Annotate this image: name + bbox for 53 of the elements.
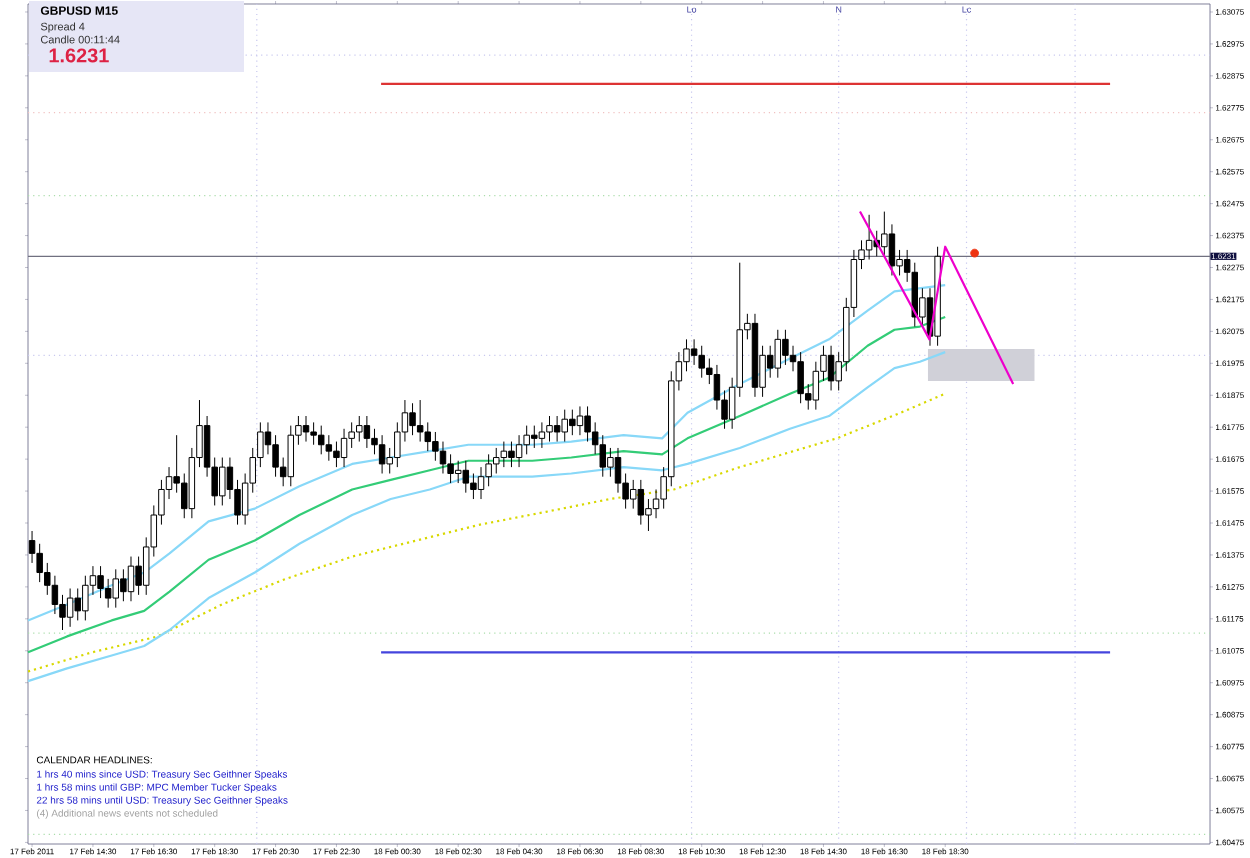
candlestick bbox=[219, 457, 226, 506]
candlestick bbox=[865, 214, 873, 261]
candlestick bbox=[287, 425, 295, 487]
candlestick bbox=[74, 587, 81, 621]
candlestick bbox=[774, 329, 782, 379]
candlestick bbox=[888, 223, 896, 276]
candlestick bbox=[584, 405, 591, 443]
candlestick bbox=[546, 415, 553, 443]
line-series bbox=[858, 210, 1015, 386]
candlestick bbox=[698, 345, 705, 379]
candlestick bbox=[690, 338, 698, 366]
candlestick bbox=[66, 587, 74, 628]
candlestick bbox=[112, 568, 119, 609]
candlestick bbox=[104, 578, 112, 609]
candlestick bbox=[310, 421, 317, 446]
candlestick bbox=[120, 568, 127, 602]
annotation: 1.6231 bbox=[49, 48, 109, 63]
candlestick bbox=[127, 556, 135, 602]
candlestick bbox=[629, 479, 637, 510]
line-series bbox=[26, 392, 947, 673]
candlestick bbox=[97, 565, 104, 599]
candlestick bbox=[782, 329, 789, 366]
candlestick bbox=[317, 425, 325, 455]
candlestick bbox=[812, 361, 820, 411]
candlestick bbox=[493, 447, 500, 474]
candlestick bbox=[797, 351, 804, 404]
candlestick bbox=[470, 473, 477, 500]
candlestick bbox=[553, 415, 561, 443]
candlestick bbox=[340, 428, 348, 468]
candlestick bbox=[378, 434, 386, 474]
candlestick bbox=[409, 402, 416, 436]
candlestick bbox=[607, 447, 614, 478]
candlestick bbox=[508, 441, 515, 468]
candlestick bbox=[454, 460, 462, 484]
candlestick bbox=[531, 425, 538, 449]
candlestick bbox=[576, 405, 584, 436]
candlestick bbox=[538, 421, 546, 449]
candlestick bbox=[325, 434, 333, 462]
candlestick bbox=[356, 415, 363, 443]
candlestick bbox=[416, 399, 424, 443]
candlestick bbox=[363, 415, 371, 449]
candlestick bbox=[500, 441, 508, 468]
candlestick bbox=[333, 441, 340, 468]
candlestick bbox=[614, 447, 622, 494]
candlestick bbox=[477, 466, 485, 500]
candlestick bbox=[439, 441, 447, 474]
candlestick bbox=[569, 409, 576, 436]
candlestick bbox=[827, 345, 835, 391]
candlestick bbox=[302, 415, 310, 443]
candlestick bbox=[462, 460, 470, 494]
candlestick bbox=[561, 409, 568, 443]
candlestick bbox=[637, 479, 645, 526]
candlestick bbox=[515, 434, 523, 468]
